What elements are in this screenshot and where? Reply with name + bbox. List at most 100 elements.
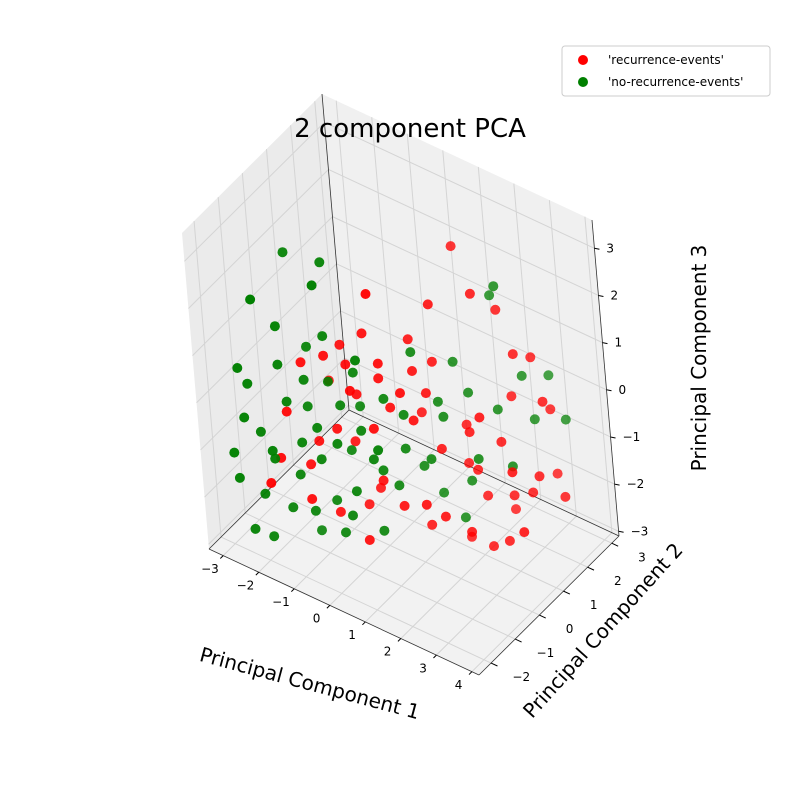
point-recurrence bbox=[266, 478, 277, 488]
point-recurrence bbox=[307, 494, 318, 504]
point-no-recurrence bbox=[438, 411, 449, 422]
point-recurrence bbox=[385, 402, 396, 413]
z-axis-line bbox=[591, 219, 620, 537]
y-grid-left bbox=[290, 125, 319, 442]
z-tick-label: 2 bbox=[610, 288, 618, 302]
legend-marker-recurrence bbox=[578, 55, 588, 65]
point-no-recurrence bbox=[272, 359, 283, 370]
point-recurrence bbox=[360, 289, 371, 299]
y-tick-mark bbox=[539, 614, 546, 619]
z-tick-label: −1 bbox=[623, 430, 641, 444]
point-recurrence bbox=[427, 519, 438, 530]
y-axis-ticks: −2 −1 0 1 2 3 bbox=[490, 542, 646, 684]
point-recurrence bbox=[545, 404, 556, 415]
point-recurrence bbox=[440, 511, 451, 522]
z-tick-mark bbox=[594, 247, 600, 250]
point-recurrence bbox=[344, 385, 355, 396]
x-grid-floor bbox=[293, 449, 435, 590]
point-recurrence bbox=[552, 468, 563, 479]
y-grid-left bbox=[241, 173, 270, 490]
point-recurrence bbox=[426, 356, 437, 367]
point-no-recurrence bbox=[543, 370, 554, 381]
point-recurrence bbox=[402, 334, 413, 345]
point-recurrence bbox=[364, 535, 375, 545]
point-recurrence bbox=[350, 436, 361, 447]
x-grid-back bbox=[513, 183, 542, 500]
point-recurrence bbox=[416, 407, 427, 418]
legend: 'recurrence-events' 'no-recurrence-event… bbox=[561, 45, 771, 97]
point-recurrence bbox=[483, 490, 494, 501]
legend-label-recurrence: 'recurrence-events' bbox=[608, 53, 724, 67]
point-recurrence bbox=[335, 506, 346, 517]
z-grid-back bbox=[332, 216, 603, 344]
x-grid-back bbox=[442, 150, 471, 467]
point-no-recurrence bbox=[335, 400, 346, 411]
point-no-recurrence bbox=[463, 387, 474, 398]
x-axis-line bbox=[208, 548, 480, 676]
z-axis-ticks: −3 −2 −1 0 1 2 3 bbox=[594, 241, 648, 538]
point-no-recurrence bbox=[394, 480, 405, 491]
z-grid-left bbox=[204, 357, 345, 498]
y-tick-mark bbox=[514, 638, 522, 643]
z-grid-back bbox=[336, 263, 607, 391]
z-tick-mark bbox=[618, 530, 624, 533]
point-recurrence bbox=[473, 464, 484, 475]
point-no-recurrence bbox=[269, 321, 280, 332]
z-grid-back bbox=[328, 169, 599, 296]
point-recurrence bbox=[467, 526, 478, 537]
y-tick-label: −1 bbox=[537, 646, 555, 660]
point-recurrence bbox=[295, 357, 306, 368]
y-grid-floor bbox=[244, 512, 516, 640]
point-no-recurrence bbox=[245, 294, 256, 305]
z-grid-left bbox=[192, 216, 333, 356]
z-tick-mark bbox=[606, 389, 612, 392]
point-no-recurrence bbox=[419, 460, 430, 471]
point-recurrence bbox=[420, 388, 431, 399]
point-recurrence bbox=[509, 490, 520, 501]
z-grid-left bbox=[208, 404, 349, 545]
point-recurrence bbox=[332, 423, 343, 434]
scatter-points bbox=[229, 241, 571, 552]
point-recurrence bbox=[318, 350, 329, 361]
axes-panes bbox=[182, 94, 619, 675]
x-tick-label: 1 bbox=[348, 628, 356, 642]
x-tick-mark bbox=[291, 588, 295, 593]
point-no-recurrence bbox=[378, 393, 389, 404]
point-no-recurrence bbox=[426, 454, 437, 465]
z-tick-label: 3 bbox=[606, 241, 614, 255]
point-no-recurrence bbox=[432, 396, 443, 407]
x-tick-mark bbox=[397, 638, 402, 642]
y-tick-label: 1 bbox=[590, 598, 598, 612]
point-no-recurrence bbox=[341, 527, 351, 538]
x-tick-label: −2 bbox=[237, 578, 255, 592]
y-tick-mark bbox=[563, 590, 571, 595]
x-grid-floor bbox=[364, 482, 506, 623]
z-grid-back bbox=[324, 121, 595, 249]
z-tick-mark bbox=[614, 483, 620, 486]
y-tick-label: 2 bbox=[614, 574, 622, 588]
x-tick-mark bbox=[219, 555, 224, 559]
point-no-recurrence bbox=[297, 437, 308, 448]
left-pane bbox=[182, 94, 349, 549]
y-tick-label: −2 bbox=[512, 670, 530, 684]
point-recurrence bbox=[395, 388, 405, 399]
y-axis-line bbox=[478, 535, 620, 676]
point-no-recurrence bbox=[317, 331, 328, 342]
point-no-recurrence bbox=[306, 280, 317, 291]
point-no-recurrence bbox=[332, 438, 343, 449]
point-no-recurrence bbox=[250, 523, 261, 534]
point-recurrence bbox=[504, 535, 515, 546]
point-recurrence bbox=[340, 359, 351, 370]
x-grid-back bbox=[548, 200, 577, 517]
point-no-recurrence bbox=[281, 396, 292, 407]
point-no-recurrence bbox=[348, 510, 358, 521]
x-grid-back bbox=[406, 133, 435, 450]
point-recurrence bbox=[525, 352, 536, 363]
point-no-recurrence bbox=[473, 454, 484, 464]
z-tick-label: 0 bbox=[619, 383, 627, 397]
z-grid-back bbox=[348, 404, 619, 532]
point-recurrence bbox=[490, 304, 501, 315]
point-no-recurrence bbox=[277, 247, 288, 258]
point-recurrence bbox=[534, 471, 545, 482]
point-no-recurrence bbox=[255, 426, 266, 437]
